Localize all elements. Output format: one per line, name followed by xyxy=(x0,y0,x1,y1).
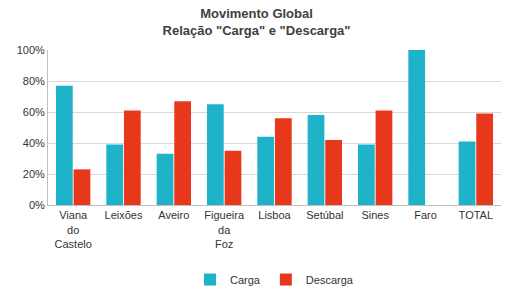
svg-text:FigueiradaFoz: FigueiradaFoz xyxy=(204,209,245,250)
svg-text:Sines: Sines xyxy=(361,209,389,221)
svg-text:Carga: Carga xyxy=(230,274,261,286)
svg-text:VianadoCastelo: VianadoCastelo xyxy=(55,209,92,250)
svg-text:Aveiro: Aveiro xyxy=(158,209,189,221)
svg-text:20%: 20% xyxy=(23,168,45,180)
svg-text:Faro: Faro xyxy=(414,209,437,221)
svg-text:100%: 100% xyxy=(17,44,45,56)
svg-text:Lisboa: Lisboa xyxy=(258,209,291,221)
svg-text:0%: 0% xyxy=(29,199,45,211)
svg-text:60%: 60% xyxy=(23,106,45,118)
svg-text:Descarga: Descarga xyxy=(306,274,354,286)
svg-text:Setúbal: Setúbal xyxy=(306,209,343,221)
svg-text:80%: 80% xyxy=(23,75,45,87)
svg-text:Leixões: Leixões xyxy=(105,209,143,221)
svg-text:40%: 40% xyxy=(23,137,45,149)
svg-text:TOTAL: TOTAL xyxy=(459,209,493,221)
svg-text:Movimento GlobalRelação "Carga: Movimento GlobalRelação "Carga" e "Desca… xyxy=(163,6,351,38)
